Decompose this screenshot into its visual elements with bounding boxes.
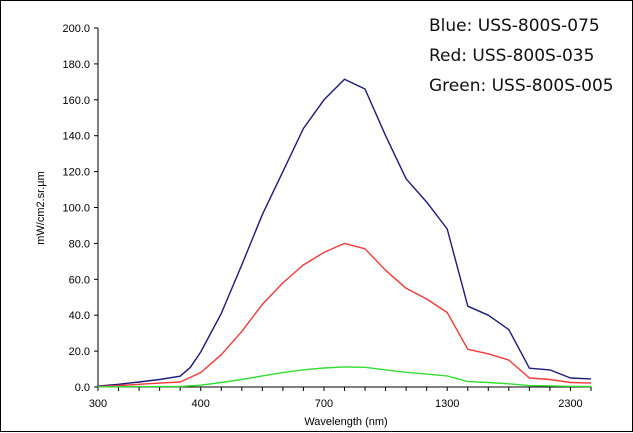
legend-entry-1: Red: USS-800S-035 [429, 46, 594, 66]
y-tick-label: 200.0 [62, 23, 90, 35]
y-tick-label: 160.0 [62, 95, 90, 107]
series-line-2 [97, 366, 592, 388]
y-ticks: 0.0 20.0 40.0 60.0 80.0 100.0 120.0 140.0 160.0 1… [62, 23, 98, 394]
y-tick-label: 80.0 [69, 238, 90, 250]
y-tick-label: 20.0 [69, 346, 90, 358]
x-tick-label: 700 [315, 398, 333, 410]
y-axis-title: mW/cm2.sr.µm [35, 171, 47, 245]
y-tick-label: 40.0 [69, 310, 90, 322]
x-tick-label: 2300 [558, 398, 582, 410]
y-tick-label: 180.0 [62, 59, 90, 71]
series-line-0 [97, 78, 592, 387]
x-ticks: 300 400 700 1300 2300 [89, 387, 592, 410]
y-tick-label: 0.0 [75, 382, 90, 394]
series-group [97, 78, 592, 388]
y-tick-label: 140.0 [62, 131, 90, 143]
series-line-1 [97, 242, 592, 388]
x-tick-label: 400 [192, 398, 210, 410]
y-tick-label: 60.0 [69, 274, 90, 286]
x-axis-title: Wavelength (nm) [304, 416, 387, 428]
x-tick-label: 1300 [435, 398, 459, 410]
legend: Blue: USS-800S-075 Red: USS-800S-035 Green… [429, 16, 614, 96]
x-tick-label: 300 [89, 398, 107, 410]
legend-entry-2: Green: USS-800S-005 [429, 76, 614, 96]
y-tick-label: 100.0 [62, 203, 90, 215]
legend-entry-0: Blue: USS-800S-075 [429, 16, 600, 36]
y-tick-label: 120.0 [62, 167, 90, 179]
